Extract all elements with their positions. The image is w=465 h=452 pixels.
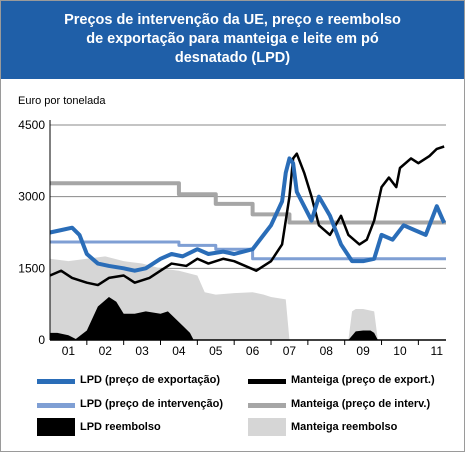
legend-label-lpd-reembolso: LPD reembolso: [80, 421, 161, 433]
legend-label-lpd-interv: LPD (preço de intervenção): [80, 398, 224, 410]
series-line-lpd_export: [49, 156, 446, 273]
chart-header: Preços de intervenção da UE, preço e ree…: [1, 1, 464, 79]
legend: LPD (preço de exportação) Manteiga (preç…: [0, 362, 465, 452]
legend-swatch-manteiga-interv: [248, 403, 286, 408]
area-lpd_reembolso: [50, 297, 378, 340]
x-tick-label-03: 03: [135, 344, 149, 358]
legend-swatch-lpd-export: [37, 379, 75, 384]
series-line-manteiga_interv: [50, 181, 446, 225]
title-line-2: de exportação para manteiga e leite em p…: [86, 31, 379, 47]
legend-label-manteiga-interv: Manteiga (preço de interv.): [291, 398, 431, 410]
y-tick-label-3000: 3000: [18, 190, 45, 204]
chart-title: Preços de intervenção da UE, preço e ree…: [1, 1, 464, 68]
legend-swatch-manteiga-export: [248, 379, 286, 384]
x-tick-label-10: 10: [393, 344, 407, 358]
series-line-manteiga_export: [49, 145, 445, 287]
x-tick-label-08: 08: [320, 344, 334, 358]
title-line-1: Preços de intervenção da UE, preço e ree…: [64, 12, 401, 28]
legend-label-lpd-export: LPD (preço de exportação): [80, 374, 220, 386]
y-tick-label-0: 0: [38, 333, 45, 347]
x-tick-label-01: 01: [62, 344, 76, 358]
x-tick-label-02: 02: [99, 344, 113, 358]
y-tick-label-4500: 4500: [18, 118, 45, 132]
y-tick-label-1500: 1500: [18, 261, 45, 275]
x-tick-label-09: 09: [356, 344, 370, 358]
legend-swatch-manteiga-reembolso: [248, 418, 286, 436]
series-line-lpd_interv: [50, 240, 446, 261]
x-tick-label-07: 07: [283, 344, 297, 358]
legend-label-manteiga-export: Manteiga (preço de export.): [291, 374, 435, 386]
title-line-3: desnatado (LPD): [174, 50, 291, 66]
x-tick-label-11: 11: [431, 344, 444, 358]
y-axis-label: Euro por tonelada: [18, 95, 106, 107]
legend-swatch-lpd-reembolso: [37, 418, 75, 436]
x-tick-label-06: 06: [246, 344, 260, 358]
x-tick-label-04: 04: [172, 344, 186, 358]
x-tick-label-05: 05: [209, 344, 223, 358]
legend-label-manteiga-reembolso: Manteiga reembolso: [291, 421, 398, 433]
legend-swatch-lpd-interv: [37, 403, 75, 408]
